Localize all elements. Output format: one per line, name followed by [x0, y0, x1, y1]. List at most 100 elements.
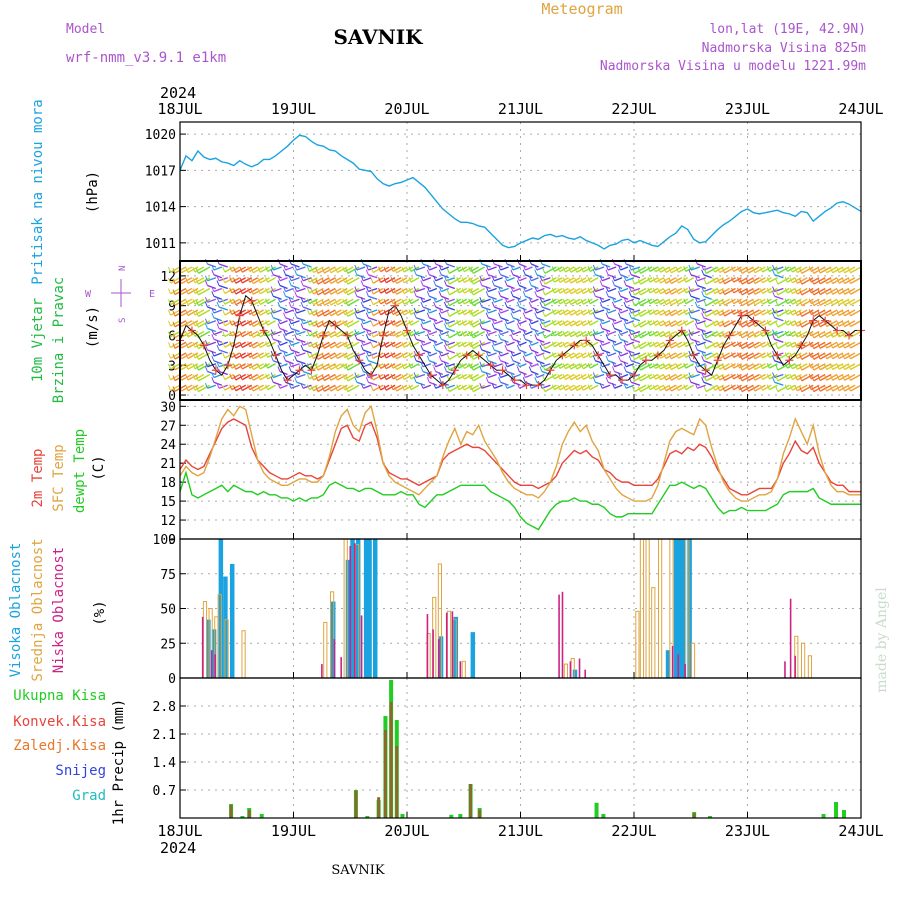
wind-barb [592, 291, 596, 297]
wind-barb [433, 361, 437, 367]
wind-barb [574, 288, 578, 294]
wind-barb [259, 341, 270, 349]
wind-barb [410, 384, 420, 391]
wind-barb [625, 263, 635, 268]
wind-barb [310, 310, 314, 316]
wind-barb [842, 375, 845, 381]
wind-barb [309, 287, 318, 294]
wind-barb [372, 298, 384, 306]
wind-barb [313, 373, 324, 381]
wind-barb [392, 352, 402, 359]
wind-barb [640, 352, 653, 360]
wind-barb [799, 289, 803, 296]
wind-barb [836, 342, 840, 348]
wind-barb [766, 309, 770, 315]
wind-barb [313, 277, 324, 284]
wind-barb [383, 352, 387, 359]
wind-barb [396, 330, 408, 338]
wind-barb [630, 317, 641, 322]
wind-barb [365, 264, 369, 271]
wind-barb [769, 341, 778, 348]
wind-barb [580, 385, 584, 391]
cloud-low-bar [569, 661, 572, 678]
wind-barb [204, 340, 208, 346]
wind-barb [542, 386, 546, 392]
precip-total-bar [458, 814, 463, 818]
wind-barb [224, 352, 235, 359]
wind-barb [712, 288, 716, 294]
wind-barb [611, 366, 615, 372]
wind-barb [628, 264, 632, 271]
wind-barb [769, 266, 778, 273]
wind-speed-marker [379, 331, 388, 340]
ytick-label: 9 [168, 533, 176, 548]
wind-barb [345, 300, 349, 306]
wind-barb [249, 373, 258, 380]
wind-barb [288, 280, 292, 286]
wind-barb [231, 384, 241, 391]
wind-barb [216, 280, 220, 286]
cloud-mid-bar [241, 630, 246, 679]
wind-barb [429, 317, 438, 322]
cloud-low-bar [784, 661, 786, 678]
wind-barb [637, 311, 641, 317]
wind-barb [310, 299, 314, 305]
cloud-mid-bar [658, 538, 663, 679]
wind-barb [362, 341, 372, 346]
wind-barb [772, 377, 776, 383]
wind-barb [368, 360, 378, 365]
wind-barb [463, 384, 474, 391]
cloud-mid-bar [461, 660, 466, 679]
wind-barb [461, 330, 465, 337]
wind-barb [745, 332, 749, 338]
wind-barb [239, 363, 243, 370]
wind-barb [811, 364, 815, 371]
wind-barb [791, 320, 802, 327]
wind-barb [249, 320, 258, 326]
wind-barb [426, 329, 430, 335]
wind-barb [522, 286, 526, 292]
wind-barb [487, 266, 497, 271]
wind-barb [683, 309, 687, 315]
wind-barb [611, 297, 615, 303]
wind-barb [574, 385, 578, 391]
wind-barb [769, 277, 778, 283]
wind-barb [420, 275, 424, 281]
wind-barb [194, 330, 205, 338]
wind-barb [712, 374, 716, 380]
wind-barb [530, 363, 539, 368]
wind-barb [539, 297, 543, 303]
wind-barb [354, 377, 358, 383]
wind-barb [663, 278, 667, 284]
wind-barb [233, 310, 237, 316]
wind-barb [848, 321, 851, 327]
wind-barb [344, 266, 354, 273]
wind-barb [222, 363, 226, 369]
wind-barb [310, 374, 314, 381]
wind-barb [247, 330, 251, 337]
wind-barb [479, 383, 483, 389]
wind-barb [592, 307, 596, 314]
wind-barb [647, 373, 651, 380]
wind-barb [410, 363, 420, 369]
wind-barb [850, 287, 862, 295]
wind-barb [420, 366, 424, 372]
wind-barb [731, 309, 734, 315]
compass-n: N [118, 266, 128, 271]
wind-barb [396, 352, 408, 360]
wind-barb [536, 330, 545, 336]
wind-barb [401, 385, 405, 391]
wind-barb [733, 352, 742, 359]
wind-barb [267, 330, 276, 337]
ytick-label: 50 [160, 603, 176, 618]
wind-barb [836, 374, 840, 381]
cloud-low-bar [445, 612, 448, 678]
wind-barb [306, 341, 310, 347]
wind-barb [799, 354, 803, 360]
wind-barb [415, 287, 426, 293]
wind-barb [784, 319, 788, 326]
wind-barb [334, 353, 338, 359]
wind-barb [777, 352, 790, 360]
wind-barb [663, 267, 667, 273]
wind-barb [722, 310, 726, 317]
